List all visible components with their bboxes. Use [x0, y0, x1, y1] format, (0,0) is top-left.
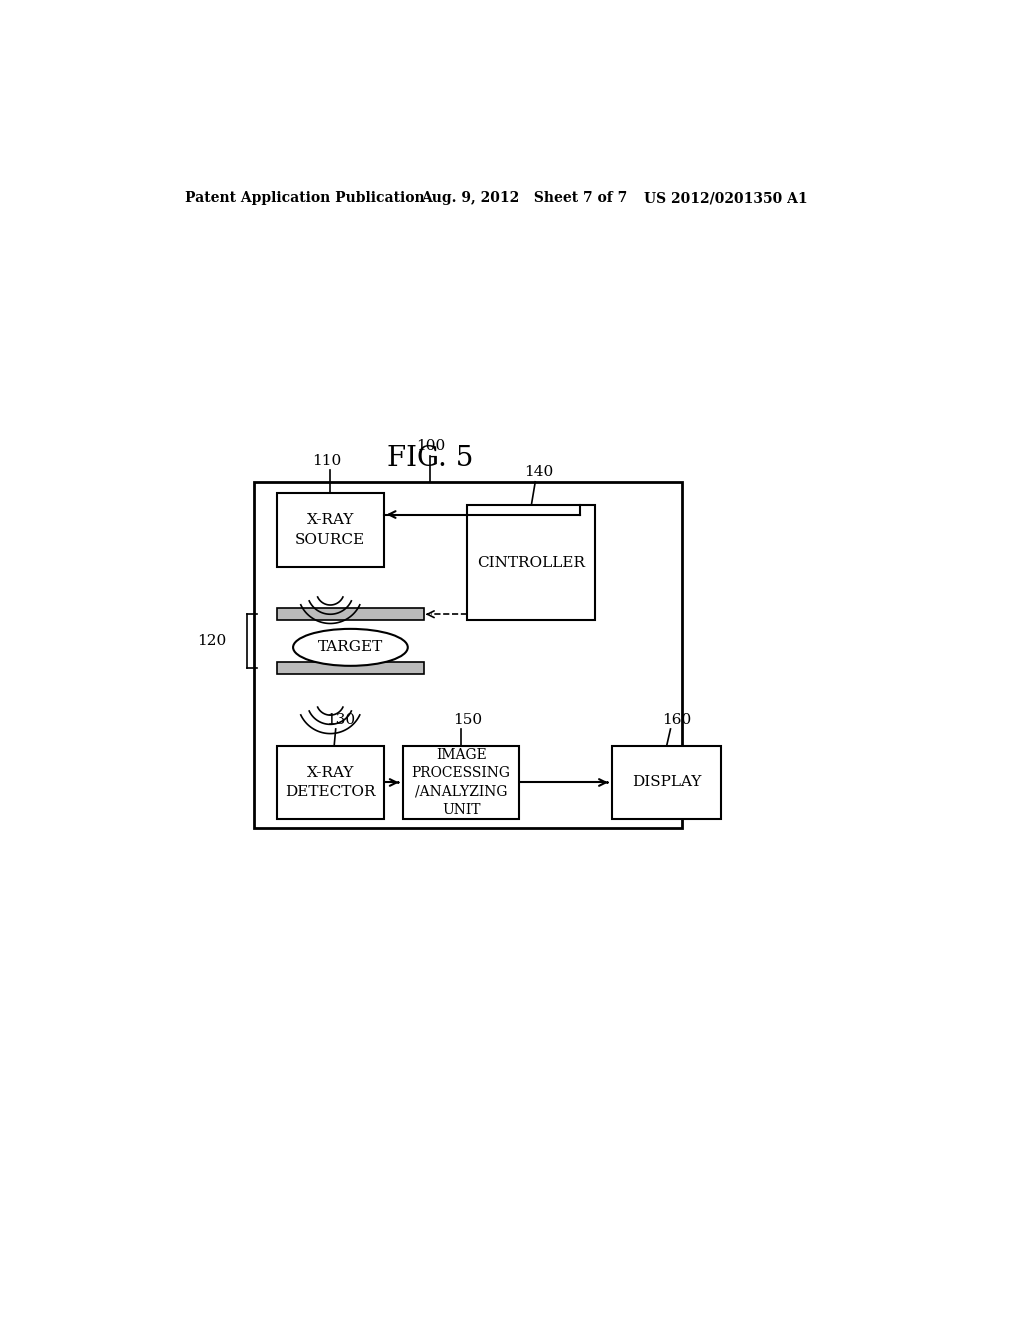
Text: X-RAY
SOURCE: X-RAY SOURCE: [295, 513, 366, 546]
Bar: [612, 746, 721, 818]
Text: DISPLAY: DISPLAY: [632, 775, 701, 789]
Bar: [467, 506, 595, 620]
Text: CINTROLLER: CINTROLLER: [477, 556, 586, 570]
Text: TARGET: TARGET: [317, 640, 383, 655]
Bar: [254, 482, 682, 829]
Text: 100: 100: [416, 440, 444, 453]
Text: 120: 120: [198, 634, 226, 648]
Bar: [276, 609, 424, 620]
Text: 110: 110: [311, 454, 341, 469]
Text: Aug. 9, 2012   Sheet 7 of 7: Aug. 9, 2012 Sheet 7 of 7: [421, 191, 627, 206]
Text: 150: 150: [453, 713, 482, 726]
Text: US 2012/0201350 A1: US 2012/0201350 A1: [644, 191, 808, 206]
Text: Patent Application Publication: Patent Application Publication: [184, 191, 424, 206]
Text: FIG. 5: FIG. 5: [387, 445, 473, 473]
Bar: [276, 494, 384, 566]
Bar: [276, 746, 384, 818]
Ellipse shape: [293, 628, 408, 665]
Bar: [276, 663, 424, 675]
Text: 160: 160: [663, 713, 691, 726]
Text: IMAGE
PROCESSING
/ANALYZING
UNIT: IMAGE PROCESSING /ANALYZING UNIT: [412, 748, 511, 817]
Text: 140: 140: [524, 466, 554, 479]
Text: X-RAY
DETECTOR: X-RAY DETECTOR: [285, 766, 376, 799]
Text: 130: 130: [326, 713, 355, 726]
Bar: [403, 746, 519, 818]
